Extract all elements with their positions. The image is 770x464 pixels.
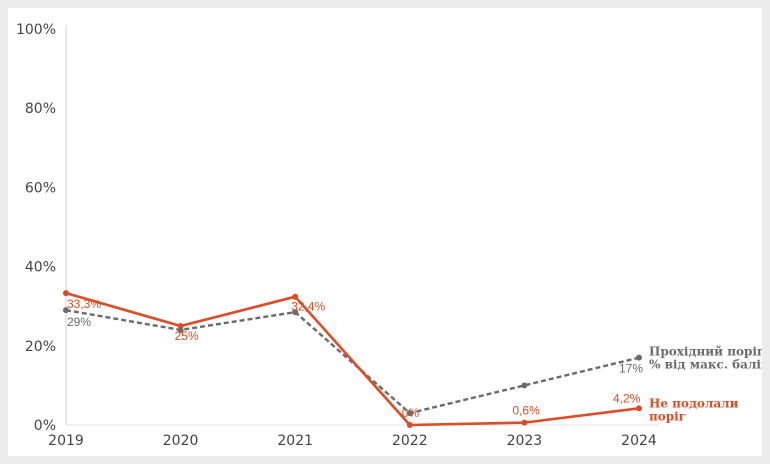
data-label: 0,6% xyxy=(512,404,540,418)
x-tick-label: 2019 xyxy=(48,433,84,449)
data-point xyxy=(406,410,413,417)
data-point xyxy=(521,382,528,389)
x-tick-label: 2021 xyxy=(277,433,313,449)
data-label: 33,3% xyxy=(67,297,101,311)
chart-frame: 0% 20% 40% 60% 80% 100% 2019 2020 2021 2022 2023 20… xyxy=(8,8,762,456)
y-tick-label: 80% xyxy=(25,101,56,117)
y-tick-label: 0% xyxy=(34,418,56,434)
y-tick-label: 40% xyxy=(25,260,56,276)
y-tick-label: 60% xyxy=(25,180,56,196)
data-point xyxy=(406,422,413,428)
x-tick-label: 2020 xyxy=(163,433,199,449)
data-point xyxy=(292,309,299,316)
y-tick-label: 100% xyxy=(16,22,56,38)
data-point xyxy=(292,293,299,300)
data-point xyxy=(63,307,69,314)
series-label: поріг xyxy=(649,409,686,423)
data-label: 17% xyxy=(619,362,643,376)
data-label: 25% xyxy=(175,329,199,343)
series-line-1 xyxy=(65,291,640,427)
data-point xyxy=(177,323,184,329)
series-label: Не подолали xyxy=(649,396,739,410)
data-point xyxy=(63,290,69,297)
y-tick-label: 20% xyxy=(25,339,56,355)
series-label: Прохідний поріг, xyxy=(649,345,762,359)
data-label: 0% xyxy=(402,406,420,420)
data-point xyxy=(521,419,528,426)
data-point xyxy=(636,405,642,412)
x-tick-label: 2022 xyxy=(392,433,428,449)
data-point xyxy=(636,354,642,361)
line-chart: 0% 20% 40% 60% 80% 100% 2019 2020 2021 2022 2023 20… xyxy=(16,22,762,449)
x-tick-label: 2023 xyxy=(507,433,543,449)
data-label: 32,4% xyxy=(291,300,325,314)
data-label: 29% xyxy=(67,315,91,329)
data-label: 4,2% xyxy=(613,391,641,405)
x-tick-label: 2024 xyxy=(621,433,657,449)
series-label: % від макс. балів xyxy=(649,358,762,372)
